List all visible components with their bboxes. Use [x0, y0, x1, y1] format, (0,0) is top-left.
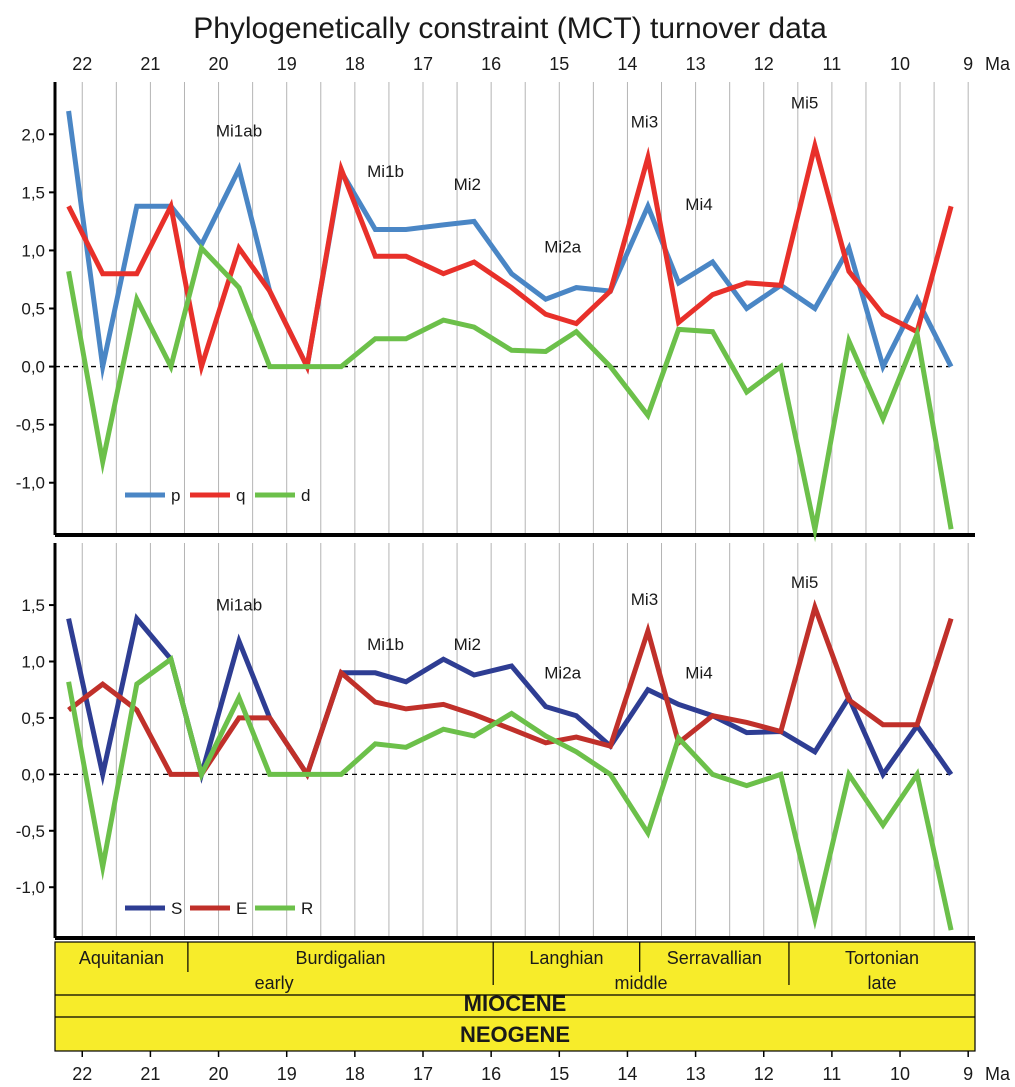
- timescale-background: [54, 941, 976, 1052]
- x-tick-label-top: 20: [209, 54, 229, 74]
- event-label: Mi3: [631, 590, 658, 609]
- y-tick-label: 1,5: [21, 596, 45, 615]
- series-line-p: [66, 110, 954, 382]
- series-line-q: [66, 135, 954, 377]
- chart-title: Phylogenetically constraint (MCT) turnov…: [193, 12, 827, 45]
- x-tick-label-bottom: 16: [481, 1064, 501, 1084]
- event-label: Mi4: [685, 663, 712, 682]
- x-tick-label-bottom: 21: [140, 1064, 160, 1084]
- event-label: Mi3: [631, 112, 658, 131]
- event-label: Mi1b: [367, 635, 404, 654]
- x-tick-label-top: 12: [754, 54, 774, 74]
- x-tick-label-top: 21: [140, 54, 160, 74]
- stage-label: Burdigalian: [296, 948, 386, 968]
- x-tick-label-top: 13: [686, 54, 706, 74]
- x-tick-label-bottom: 11: [823, 1064, 842, 1084]
- legend-label-E: E: [236, 899, 247, 918]
- x-tick-label-top: 14: [617, 54, 637, 74]
- x-tick-label-top: 18: [345, 54, 365, 74]
- x-tick-label-bottom: 22: [72, 1064, 92, 1084]
- event-label: Mi2a: [544, 663, 581, 682]
- x-tick-label-top: 15: [549, 54, 569, 74]
- y-tick-label: 1,5: [21, 183, 45, 202]
- event-label: Mi1b: [367, 162, 404, 181]
- event-label: Mi1ab: [216, 596, 262, 615]
- y-tick-label: 0,0: [21, 765, 45, 784]
- event-label: Mi2: [454, 635, 481, 654]
- x-tick-label-bottom: 9: [963, 1064, 973, 1084]
- x-tick-label-bottom: 19: [277, 1064, 297, 1084]
- y-tick-label: 0,0: [21, 358, 45, 377]
- y-tick-label: -1,0: [16, 474, 45, 493]
- x-tick-label-top: 17: [413, 54, 433, 74]
- x-tick-label-bottom: 13: [686, 1064, 706, 1084]
- legend-label-d: d: [301, 486, 310, 505]
- y-tick-label: 1,0: [21, 241, 45, 260]
- x-unit-label-bottom: Ma: [985, 1064, 1011, 1084]
- epoch-label: MIOCENE: [464, 991, 567, 1016]
- x-tick-label-top: 11: [823, 54, 842, 74]
- series-line-E: [67, 599, 954, 781]
- top-axis: 22 21 20 19 18 17 16 15 14 13 12 11 10 9 Ma: [72, 54, 1011, 74]
- event-label: Mi5: [791, 573, 818, 592]
- subepoch-label: middle: [615, 973, 668, 993]
- x-tick-label-top: 10: [890, 54, 910, 74]
- legend-label-p: p: [171, 486, 180, 505]
- legend-label-S: S: [171, 899, 182, 918]
- legend-label-R: R: [301, 899, 313, 918]
- x-tick-label-top: 16: [481, 54, 501, 74]
- x-tick-label-bottom: 10: [890, 1064, 910, 1084]
- y-tick-label: 2,0: [21, 125, 45, 144]
- subepoch-label: early: [255, 973, 294, 993]
- legend-label-q: q: [236, 486, 245, 505]
- x-tick-label-bottom: 15: [549, 1064, 569, 1084]
- x-tick-label-top: 19: [277, 54, 297, 74]
- y-tick-label: 0,5: [21, 709, 45, 728]
- lower-panel: 1,5 1,0 0,5 0,0 -0,5 -1,0 Mi1ab Mi1b Mi2 Mi2a Mi3 M…: [16, 543, 975, 940]
- event-label: Mi4: [685, 195, 712, 214]
- y-tick-label: 0,5: [21, 300, 45, 319]
- subepoch-label: late: [867, 973, 896, 993]
- event-label: Mi5: [791, 94, 818, 113]
- series-line-S: [66, 613, 954, 787]
- x-tick-label-bottom: 18: [345, 1064, 365, 1084]
- stage-label: Serravallian: [667, 948, 762, 968]
- stage-label: Aquitanian: [79, 948, 164, 968]
- series-line-d: [66, 243, 954, 543]
- x-tick-label-bottom: 14: [617, 1064, 637, 1084]
- series-line-R: [66, 655, 954, 931]
- event-label: Mi2a: [544, 238, 581, 257]
- stage-label: Tortonian: [845, 948, 919, 968]
- event-label: Mi1ab: [216, 122, 262, 141]
- geologic-timescale: Aquitanian Burdigalian Langhian Serravallia…: [54, 941, 976, 1052]
- x-tick-label-top: 22: [72, 54, 92, 74]
- x-tick-label-bottom: 17: [413, 1064, 433, 1084]
- stage-label: Langhian: [529, 948, 603, 968]
- x-tick-label-bottom: 12: [754, 1064, 774, 1084]
- x-unit-label-top: Ma: [985, 54, 1011, 74]
- y-tick-label: -0,5: [16, 416, 45, 435]
- event-label: Mi2: [454, 175, 481, 194]
- y-tick-label: 1,0: [21, 653, 45, 672]
- y-tick-label: -0,5: [16, 822, 45, 841]
- x-tick-label-bottom: 20: [209, 1064, 229, 1084]
- period-label: NEOGENE: [460, 1022, 570, 1047]
- upper-panel: 2,0 1,5 1,0 0,5 0,0 -0,5 -1,0 Mi1ab Mi1b Mi2 Mi2a M…: [16, 82, 975, 543]
- bottom-axis: 22 21 20 19 18 17 16 15 14 13 12 11 10 9 Ma: [72, 1051, 1011, 1084]
- y-tick-label: -1,0: [16, 878, 45, 897]
- x-tick-label-top: 9: [963, 54, 973, 74]
